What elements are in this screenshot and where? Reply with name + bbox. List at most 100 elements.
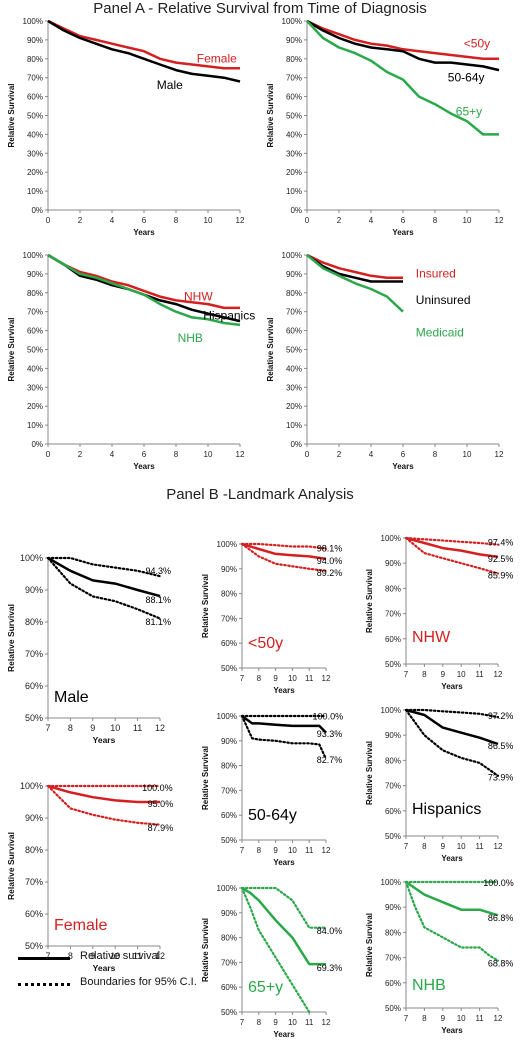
y-tick-label: 50%: [221, 664, 237, 673]
annotation-label: NHW: [184, 289, 213, 303]
x-tick-label: 10: [288, 846, 297, 855]
relative-survival-line: [405, 536, 499, 559]
x-tick-label: 7: [240, 674, 245, 683]
solid-line-swatch: [18, 957, 70, 960]
y-tick-label: 60%: [385, 635, 401, 644]
y-tick-label: 40%: [27, 130, 43, 139]
x-tick-label: 8: [68, 951, 73, 961]
annotation-label: Medicaid: [416, 325, 464, 339]
x-tick-label: 4: [110, 216, 115, 225]
ci-boundary-line: [46, 556, 162, 620]
y-tick-label: 70%: [221, 786, 237, 795]
y-tick-label: 80%: [385, 584, 401, 593]
y-tick-label: 100%: [20, 781, 43, 791]
annotation-label: 100.0%: [483, 878, 514, 888]
y-tick-label: 70%: [286, 74, 302, 83]
y-tick-label: 60%: [25, 909, 43, 919]
series-female: [47, 19, 240, 70]
x-tick-label: 11: [475, 1014, 484, 1023]
series--50y: [306, 19, 499, 61]
y-tick-label: 20%: [27, 168, 43, 177]
x-tick-label: 12: [495, 216, 504, 225]
x-tick-label: 10: [457, 1014, 466, 1023]
y-tick-label: 70%: [221, 614, 237, 623]
panel-a-title: Panel A - Relative Survival from Time of…: [93, 0, 427, 17]
series-uninsured: [306, 253, 403, 283]
chart-b-5064: 50% 60% 70% 80% 90% 100% 7 8 9 10 11 12 Years Relativ…: [201, 712, 343, 867]
x-axis-label: Years: [133, 228, 155, 237]
y-tick-label: 50%: [27, 346, 43, 355]
chart-b-male: 50% 60% 70% 80% 90% 100% 7 8 9 10 11 12 Years Relativ…: [6, 553, 171, 745]
x-axis-label: Years: [273, 858, 295, 867]
y-tick-label: 30%: [27, 149, 43, 158]
x-tick-label: 2: [337, 216, 342, 225]
annotation-label: Female: [197, 52, 237, 66]
series-nhw: [47, 253, 240, 310]
y-tick-label: 50%: [385, 832, 401, 841]
y-axis-label: Relative Survival: [266, 317, 275, 381]
ci-boundary-line: [240, 714, 328, 761]
x-axis-label: Years: [93, 963, 116, 973]
y-tick-label: 50%: [286, 112, 302, 121]
annotation-label: 95.0%: [148, 799, 174, 809]
y-axis-label: Relative Survival: [6, 604, 16, 672]
ci-boundary-line: [404, 536, 500, 546]
x-axis-label: Years: [441, 854, 463, 863]
y-axis-label: Relative Survival: [7, 317, 16, 381]
y-tick-label: 50%: [221, 1008, 237, 1017]
x-tick-label: 9: [273, 1018, 278, 1027]
x-tick-label: 8: [174, 450, 179, 459]
annotation-label: 93.3%: [317, 729, 343, 739]
y-axis-label: Relative Survival: [365, 741, 374, 805]
y-tick-label: 100%: [381, 534, 401, 543]
y-tick-label: 70%: [25, 877, 43, 887]
y-tick-label: 80%: [286, 55, 302, 64]
x-tick-label: 8: [422, 670, 427, 679]
y-axis-label: Relative Survival: [365, 569, 374, 633]
y-tick-label: 40%: [286, 364, 302, 373]
y-tick-label: 90%: [27, 270, 43, 279]
y-tick-label: 80%: [221, 934, 237, 943]
y-tick-label: 90%: [385, 731, 401, 740]
ci-boundary-line: [240, 542, 328, 572]
y-tick-label: 90%: [221, 565, 237, 574]
ci-boundary-line: [240, 886, 311, 1014]
x-tick-label: 9: [441, 670, 446, 679]
annotation-label: 73.9%: [488, 773, 514, 783]
x-tick-label: 12: [494, 670, 503, 679]
relative-survival-line: [47, 784, 160, 804]
x-tick-label: 12: [494, 842, 503, 851]
panel-label: NHB: [412, 977, 446, 994]
annotation-label: <50y: [464, 36, 490, 50]
y-tick-label: 90%: [27, 36, 43, 45]
y-tick-label: 0%: [31, 206, 43, 215]
y-axis-label: Relative Survival: [201, 918, 210, 982]
x-tick-label: 10: [110, 723, 120, 733]
y-tick-label: 80%: [385, 928, 401, 937]
panel-label: Male: [54, 689, 89, 706]
y-tick-label: 20%: [286, 168, 302, 177]
y-tick-label: 70%: [25, 649, 43, 659]
annotation-label: 97.2%: [488, 711, 514, 721]
x-tick-label: 2: [337, 450, 342, 459]
y-tick-label: 30%: [286, 149, 302, 158]
x-tick-label: 12: [495, 450, 504, 459]
x-tick-label: 12: [494, 1014, 503, 1023]
annotation-label: 89.2%: [317, 568, 343, 578]
legend-label-solid: Relative survival: [80, 950, 161, 962]
x-axis-label: Years: [133, 462, 155, 471]
y-tick-label: 60%: [27, 327, 43, 336]
y-tick-label: 90%: [286, 36, 302, 45]
y-tick-label: 80%: [221, 590, 237, 599]
panel-b-title: Panel B -Landmark Analysis: [166, 486, 354, 503]
panel-label: Female: [54, 917, 107, 934]
y-tick-label: 50%: [385, 1004, 401, 1013]
y-axis-label: Relative Survival: [6, 832, 16, 900]
x-tick-label: 8: [422, 1014, 427, 1023]
chart-b-nhb: 50% 60% 70% 80% 90% 100% 7 8 9 10 11 12 Years Relativ…: [365, 878, 514, 1035]
x-tick-label: 11: [305, 1018, 314, 1027]
x-tick-label: 9: [273, 674, 278, 683]
series-insured: [306, 253, 403, 279]
chart-a4: 0% 10% 20% 30% 40% 50% 60% 70% 80% 90% 100% 0 2 4 6 8 10…: [266, 251, 504, 471]
annotation-label: Insured: [416, 267, 456, 281]
